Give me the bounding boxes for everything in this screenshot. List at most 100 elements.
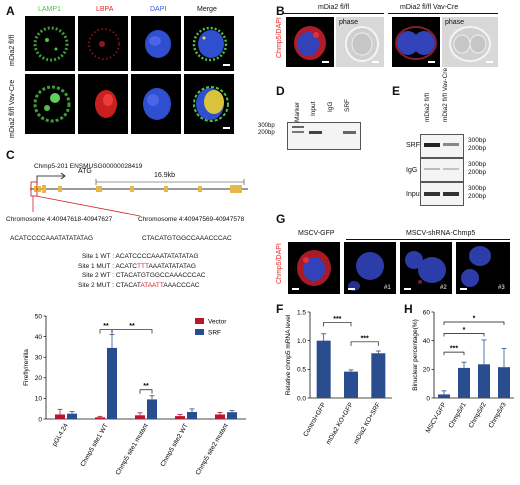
mscv-shrna-header: MSCV-shRNA-Chmp5 bbox=[406, 230, 476, 237]
bar bbox=[135, 415, 145, 419]
micrograph-lamp1-vavcre bbox=[25, 74, 75, 134]
panel-label-h: H bbox=[404, 302, 413, 316]
site-seq-pre: CTACAT bbox=[115, 281, 141, 289]
gel-chip-d bbox=[287, 122, 361, 150]
micrograph-merge-vavcre bbox=[184, 74, 234, 134]
marker-200bp-input: 200bp bbox=[468, 193, 487, 200]
bar bbox=[187, 411, 197, 419]
site-label: Site 1 MUT : bbox=[77, 262, 114, 270]
row-label-igg-e: IgG bbox=[406, 167, 418, 174]
panel-label-f: F bbox=[276, 302, 284, 316]
y-axis-label: Relative chmp5 mRNA level bbox=[285, 314, 292, 395]
significance-bracket bbox=[443, 351, 465, 356]
category-label: MSCV-GFP bbox=[425, 402, 448, 435]
significance-bracket bbox=[139, 389, 153, 394]
mscv-gfp-header: MSCV-GFP bbox=[298, 230, 335, 237]
marker-200bp-d: 200bp bbox=[258, 130, 275, 136]
marker-300bp-igg: 300bp bbox=[468, 161, 487, 168]
chromosome-site2: Chromosome 4:40947569-40947578 bbox=[138, 216, 245, 223]
significance-label: * bbox=[463, 327, 466, 334]
significance-label: ** bbox=[143, 383, 149, 390]
site-seq-mut: ATAATT bbox=[140, 281, 164, 289]
micrograph-shrna-1: #1 bbox=[344, 242, 396, 294]
y-tick-label: 0 bbox=[38, 416, 42, 423]
panel-label-e: E bbox=[392, 84, 401, 98]
y-tick-label: 1.0 bbox=[297, 338, 306, 345]
y-tick-label: 20 bbox=[35, 375, 43, 382]
chromosome-site1: Chromosome 4:40947618-40947627 bbox=[6, 216, 113, 223]
marker-200bp-igg: 200bp bbox=[468, 169, 487, 176]
y-tick-label: 0.5 bbox=[297, 367, 306, 374]
dapi-header: DAPI bbox=[150, 6, 167, 13]
gene-name: Chmp5-201 ENSMUSG00000028419 bbox=[34, 163, 143, 170]
micrograph-lbpa-fl bbox=[78, 16, 128, 71]
panel-label-b: B bbox=[276, 4, 285, 18]
site-row: Site 1 MUT : ACATCTTTAAATATATATAG bbox=[62, 262, 206, 272]
site-seq-post: AAATATATATAG bbox=[148, 262, 196, 270]
panel-label-d: D bbox=[276, 84, 285, 98]
micrograph-phase-vavcre: phase bbox=[442, 17, 498, 67]
y-tick-label: 0 bbox=[426, 395, 430, 402]
gene-length: 16.9kb bbox=[154, 172, 176, 179]
y-axis-label: Binuclear percentage(%) bbox=[412, 319, 419, 391]
marker-300bp-d: 300bp bbox=[258, 123, 275, 129]
legend-swatch bbox=[195, 329, 204, 335]
y-tick-label: 20 bbox=[423, 367, 431, 374]
significance-label: *** bbox=[361, 335, 369, 342]
phase-label-fl: phase bbox=[339, 19, 359, 26]
mutation-table: Site 1 WT : ACATCCCCAAATATATATAG Site 1 … bbox=[62, 252, 206, 290]
micrograph-chmp5-vavcre bbox=[392, 17, 440, 67]
panel-label-c: C bbox=[6, 148, 15, 162]
clone-label-3: #3 bbox=[498, 285, 505, 291]
y-tick-label: 60 bbox=[423, 309, 431, 316]
site-row: Site 2 MUT : CTACATATAATTAAACCCAC bbox=[62, 281, 206, 291]
marker-300bp-input: 300bp bbox=[468, 185, 487, 192]
site-seq-mut: TTT bbox=[137, 262, 149, 270]
bar bbox=[227, 412, 237, 419]
site-label: Site 2 MUT : bbox=[77, 281, 114, 289]
significance-label: * bbox=[473, 316, 476, 323]
bar bbox=[95, 417, 105, 419]
micrograph-shrna-3: #3 bbox=[456, 242, 510, 294]
micrograph-lbpa-vavcre bbox=[78, 74, 128, 134]
legend-swatch bbox=[195, 318, 204, 324]
site-seq-post: AAACCCAC bbox=[163, 281, 200, 289]
site-row: Site 2 WT : CTACATGTGGCCAAACCCAC bbox=[62, 271, 206, 281]
significance-bracket bbox=[323, 321, 352, 327]
y-tick-label: 50 bbox=[35, 313, 43, 320]
bar bbox=[438, 394, 450, 398]
row-label-input-e: Input bbox=[406, 191, 422, 198]
micrograph-phase-fl: phase bbox=[336, 17, 384, 67]
micrograph-mscv-gfp bbox=[288, 242, 340, 294]
significance-bracket bbox=[350, 341, 379, 346]
micrograph-dapi-fl bbox=[131, 16, 181, 71]
y-tick-label: 10 bbox=[35, 396, 43, 403]
bar bbox=[147, 399, 157, 419]
significance-bracket bbox=[443, 333, 485, 337]
panel-label-a: A bbox=[6, 4, 15, 18]
site-seq-pre: ACATC bbox=[115, 262, 138, 270]
significance-label: ** bbox=[129, 323, 135, 330]
bar bbox=[498, 367, 510, 398]
sequence-site1: ACATCCCCAAATATATATAG bbox=[10, 235, 94, 242]
category-label: Chmp5#2 bbox=[468, 401, 488, 429]
atg-label: ATG bbox=[78, 168, 92, 175]
y-axis-label: Firefly/renilla bbox=[23, 349, 30, 386]
y-tick-label: 40 bbox=[423, 338, 431, 345]
gel-chip-input bbox=[420, 182, 464, 206]
site-label: Site 1 WT : bbox=[81, 253, 114, 260]
bar bbox=[67, 413, 77, 419]
phase-label-vavcre: phase bbox=[445, 19, 465, 26]
significance-label: *** bbox=[333, 316, 341, 323]
y-tick-label: 1.5 bbox=[297, 309, 306, 316]
y-tick-label: 0.0 bbox=[297, 395, 306, 402]
lbpa-header: LBPA bbox=[96, 6, 114, 13]
legend-label: SRF bbox=[208, 330, 221, 337]
category-label: Chmp5#3 bbox=[488, 401, 508, 429]
category-label: Chmp5#1 bbox=[448, 401, 468, 429]
micrograph-shrna-2: #2 bbox=[400, 242, 452, 294]
bar bbox=[458, 367, 470, 398]
